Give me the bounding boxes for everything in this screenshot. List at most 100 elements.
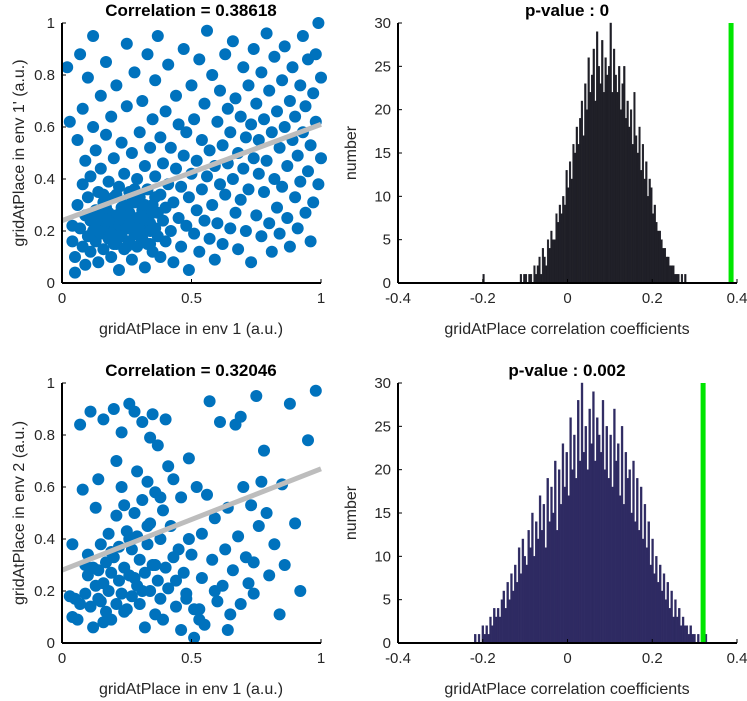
histogram-bar — [675, 274, 678, 284]
histogram-bar — [646, 196, 650, 284]
histogram-bar — [516, 582, 519, 644]
data-point — [268, 50, 281, 63]
histogram-bar — [666, 582, 669, 644]
data-point — [175, 491, 188, 504]
histogram-bar — [536, 265, 539, 284]
data-point — [100, 128, 112, 141]
histogram-bar — [552, 512, 555, 644]
histogram-bar — [645, 547, 649, 644]
data-point — [224, 126, 237, 139]
histogram-bar — [628, 469, 631, 644]
data-point — [299, 100, 312, 113]
data-point — [146, 113, 159, 126]
data-point — [138, 199, 151, 211]
x-axis-label: gridAtPlace in env 1 (a.u.) — [99, 321, 283, 338]
data-point — [229, 92, 242, 105]
histogram-bar — [554, 460, 557, 644]
histogram-bar — [655, 222, 658, 284]
data-point — [125, 253, 138, 266]
data-point — [291, 149, 304, 162]
y-tick-label: 5 — [383, 232, 391, 249]
data-point — [265, 126, 278, 139]
data-point — [138, 566, 151, 579]
x-tick-label: 0.4 — [727, 290, 747, 307]
histogram-bar — [556, 530, 559, 644]
data-point — [198, 97, 211, 110]
histogram-bar — [601, 400, 605, 644]
x-tick-label: 0.5 — [181, 650, 202, 667]
data-point — [182, 191, 195, 204]
data-point — [201, 488, 213, 501]
histogram-bar — [569, 417, 572, 644]
data-point — [312, 178, 325, 191]
scatter-plot-env1-env2: Correlation = 0.32046 gridAtPlace in env… — [11, 361, 325, 698]
data-point — [138, 621, 151, 634]
data-point — [157, 613, 169, 626]
histogram-env2: p-value : 0.002 gridAtPlace correlation … — [343, 361, 747, 698]
data-point — [128, 507, 141, 519]
data-point — [255, 230, 268, 243]
data-point — [258, 113, 270, 126]
y-tick-label: 0.2 — [34, 223, 55, 240]
y-tick-label: 0.4 — [34, 171, 55, 188]
histogram-bar — [683, 625, 687, 644]
histogram-bar — [529, 547, 532, 644]
histogram-bar — [643, 504, 647, 644]
data-point — [239, 225, 252, 237]
histogram-bar — [607, 478, 610, 644]
histogram-bar — [573, 434, 576, 644]
histogram-bar — [546, 478, 549, 644]
data-point — [283, 240, 296, 253]
data-point — [255, 66, 268, 79]
histogram-bar — [660, 590, 664, 644]
y-tick-label: 0.8 — [34, 427, 55, 444]
data-point — [133, 553, 146, 566]
histogram-bar — [636, 152, 639, 284]
data-point — [260, 507, 273, 519]
histogram-bar — [624, 118, 628, 284]
data-point — [97, 243, 110, 256]
data-point — [221, 624, 234, 636]
histogram-bar — [680, 625, 683, 644]
data-point — [71, 199, 84, 211]
histogram-bar — [533, 265, 536, 284]
data-point — [237, 61, 250, 74]
histogram-bar — [572, 144, 575, 284]
data-point — [307, 196, 320, 209]
histogram-bar — [596, 417, 599, 644]
histogram-bar — [487, 634, 490, 644]
data-point — [309, 384, 322, 397]
histogram-bar — [617, 443, 620, 644]
data-point — [118, 499, 131, 512]
data-point — [92, 225, 105, 237]
data-point — [84, 600, 97, 613]
data-point — [113, 264, 125, 276]
data-point — [294, 585, 307, 597]
histogram-bar — [474, 634, 477, 644]
data-point — [102, 527, 115, 540]
data-point — [120, 100, 133, 113]
histogram-bar — [667, 256, 670, 284]
histogram-bar — [528, 274, 531, 284]
data-point — [258, 444, 270, 457]
data-point — [283, 95, 296, 107]
histogram-bar — [589, 92, 592, 284]
histogram-bar — [540, 530, 544, 644]
histogram-bar — [508, 599, 511, 644]
histogram-bar — [665, 256, 668, 284]
data-point — [268, 173, 281, 185]
data-point — [115, 587, 128, 600]
histogram-bar — [693, 634, 696, 644]
data-point — [245, 118, 258, 131]
data-point — [167, 256, 180, 269]
data-point — [154, 533, 167, 545]
data-point — [175, 240, 188, 253]
y-axis-label: number — [343, 125, 360, 180]
histogram-bar — [504, 608, 507, 644]
data-point — [245, 499, 258, 512]
histogram-bar — [635, 135, 638, 284]
data-point — [141, 475, 154, 488]
data-point — [170, 574, 182, 587]
x-tick-label: 0 — [58, 650, 66, 667]
data-point — [131, 465, 144, 478]
